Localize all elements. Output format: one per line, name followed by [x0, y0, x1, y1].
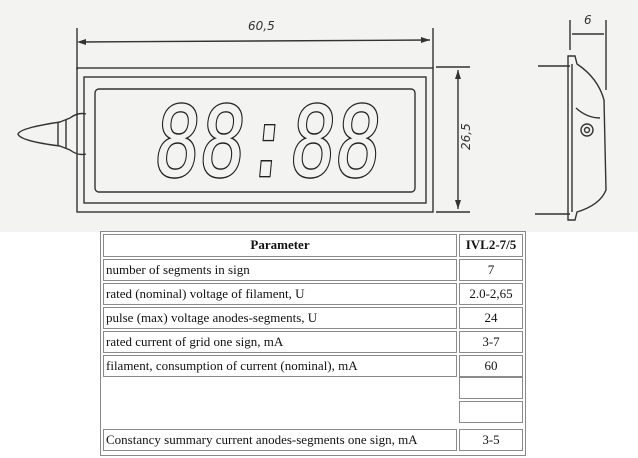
value-cell: 24 [459, 307, 523, 329]
value-cell: 3-7 [459, 331, 523, 353]
parameters-table [100, 231, 526, 456]
width-dimension-label: 60,5 [248, 19, 275, 33]
value-cell: 7 [459, 259, 523, 281]
header-model: IVL2-7/5 [459, 234, 523, 257]
header-parameter: Parameter [103, 234, 457, 257]
parameter-cell: Constancy summary current anodes-segment… [103, 429, 457, 451]
seven-segment-display: 88:88 [150, 85, 387, 199]
value-cell [459, 401, 523, 423]
indicator-technical-drawing: 60,5 26,5 6 88:88 [0, 0, 638, 232]
value-cell: 3-5 [459, 429, 523, 451]
parameter-cell: number of segments in sign [103, 259, 457, 281]
value-cell: 2.0-2,65 [459, 283, 523, 305]
depth-dimension-label: 6 [584, 13, 592, 27]
value-cell: 60 [459, 355, 523, 377]
height-dimension-label: 26,5 [459, 123, 473, 150]
parameter-cell: pulse (max) voltage anodes-segments, U [103, 307, 457, 329]
parameter-cell: rated current of grid one sign, mA [103, 331, 457, 353]
parameter-cell: rated (nominal) voltage of filament, U [103, 283, 457, 305]
value-cell [459, 377, 523, 399]
parameter-cell: filament, consumption of current (nomina… [103, 355, 457, 377]
